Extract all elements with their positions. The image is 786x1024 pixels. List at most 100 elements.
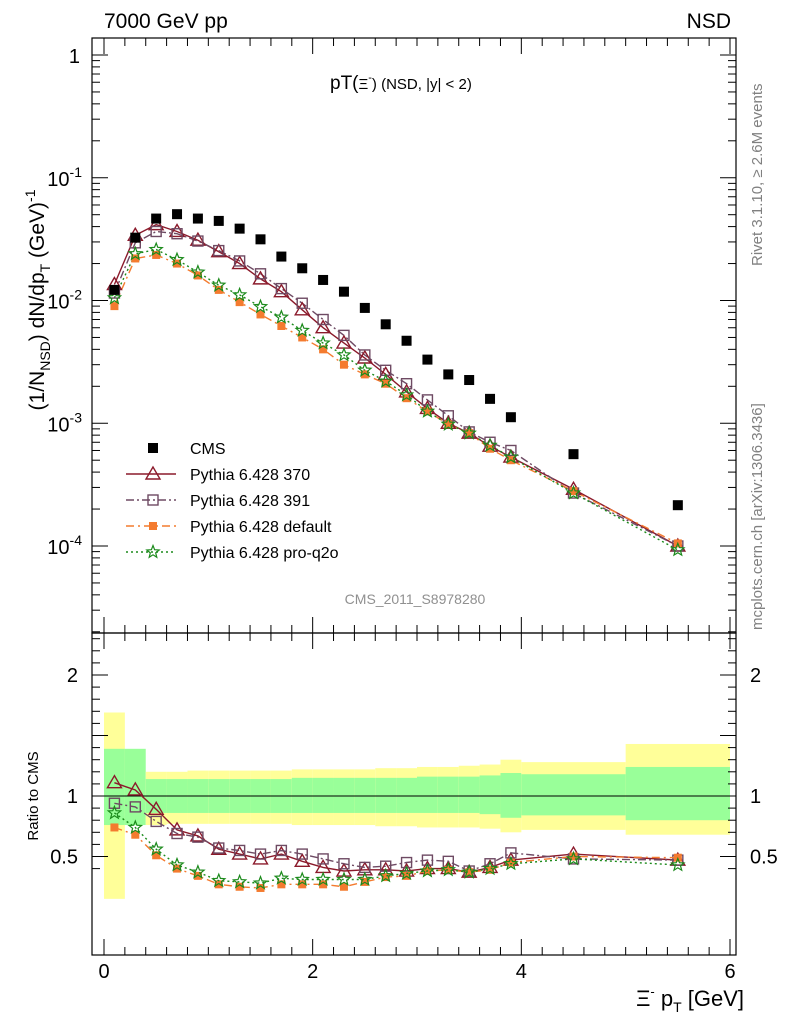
- svg-text:(1/NNSD) dN/dpT (GeV)-1: (1/NNSD) dN/dpT (GeV)-1: [22, 189, 53, 410]
- band-inner: [354, 777, 376, 813]
- ratio-point-pdefault: [131, 830, 140, 839]
- data-point-cms: [443, 369, 454, 380]
- legend-label: Pythia 6.428 370: [190, 467, 310, 484]
- header-right: NSD: [687, 10, 731, 33]
- data-point-p391: [317, 313, 329, 326]
- ratio-point-pq2o: [106, 804, 123, 820]
- ratio-point-p391: [254, 848, 267, 860]
- ratio-point-pdefault: [569, 852, 578, 861]
- ratio-point-p370: [231, 845, 248, 860]
- ratio-y-tick-label: 1: [750, 786, 761, 808]
- main-y-axis-title: (1/NNSD) dN/dpT (GeV)-1: [22, 189, 53, 410]
- data-point-pq2o: [315, 334, 331, 350]
- ratio-uncertainty-bands: [104, 712, 730, 899]
- data-point-pdefault: [214, 285, 223, 294]
- main-panel-series: [106, 209, 687, 557]
- rivet-version-label: Rivet 3.1.10, ≥ 2.6M events: [749, 84, 766, 267]
- data-point-p370: [231, 255, 248, 270]
- data-point-cms: [338, 286, 349, 297]
- ratio-point-pdefault: [235, 882, 244, 891]
- data-point-pq2o: [565, 484, 582, 500]
- band-inner: [396, 777, 417, 813]
- ratio-point-pq2o: [461, 864, 477, 879]
- data-point-cms: [130, 232, 141, 243]
- data-point-pdefault: [298, 333, 307, 342]
- data-point-p391: [505, 444, 517, 457]
- band-inner: [458, 776, 480, 813]
- legend-label: Pythia 6.428 pro-q2o: [190, 545, 339, 562]
- data-point-pdefault: [173, 259, 182, 268]
- data-point-pdefault: [110, 302, 119, 311]
- band-inner: [500, 773, 522, 818]
- data-point-cms: [672, 500, 683, 511]
- ratio-point-pq2o: [211, 872, 227, 888]
- ratio-point-pq2o: [482, 860, 498, 876]
- ratio-point-p370: [252, 850, 269, 865]
- data-point-cms: [464, 375, 475, 386]
- legend-entry-p391: Pythia 6.428 391: [126, 493, 310, 510]
- ratio-point-p391: [275, 844, 288, 857]
- ratio-point-pq2o: [231, 873, 248, 889]
- ratio-point-pdefault: [465, 868, 474, 877]
- ratio-point-pq2o: [169, 856, 185, 872]
- data-point-pq2o: [419, 403, 436, 418]
- ratio-point-p391: [380, 860, 392, 872]
- data-point-cms: [380, 319, 391, 330]
- data-point-pq2o: [190, 264, 206, 279]
- ratio-panel-series: [106, 774, 687, 892]
- analysis-id-label: CMS_2011_S8978280: [345, 591, 486, 607]
- data-point-p370: [273, 283, 290, 298]
- ratio-point-p370: [106, 774, 123, 789]
- ratio-point-pdefault: [193, 871, 202, 880]
- ratio-point-p370: [127, 781, 144, 796]
- legend-marker: [148, 443, 158, 453]
- data-point-pdefault: [152, 250, 161, 259]
- x-tick-label: 4: [516, 961, 527, 983]
- ratio-point-pq2o: [398, 865, 415, 881]
- data-point-cms: [172, 209, 183, 220]
- y-tick-label: 10-4: [47, 532, 82, 559]
- data-point-pq2o: [398, 386, 415, 402]
- data-point-cms: [505, 412, 516, 423]
- x-tick-label: 0: [98, 961, 109, 983]
- ratio-point-p370: [273, 845, 290, 860]
- ratio-point-p370: [294, 852, 311, 868]
- data-point-pdefault: [339, 360, 348, 369]
- band-inner: [375, 777, 397, 813]
- band-inner: [333, 777, 355, 813]
- ratio-line-pq2o: [113, 812, 678, 884]
- band-inner: [437, 776, 459, 813]
- ratio-y-tick-label: 0.5: [750, 847, 778, 869]
- data-point-pq2o: [336, 346, 352, 362]
- data-point-p391: [254, 268, 267, 280]
- data-point-pq2o: [482, 437, 498, 453]
- ratio-point-pdefault: [486, 865, 495, 874]
- data-point-cms: [318, 274, 329, 285]
- axis-ticks: 10-4 10-3 10-2 10-1 1 0.5 0.5 1 1 2 2 0 2 4 6: [47, 38, 778, 983]
- data-point-p370: [252, 270, 269, 285]
- data-point-pq2o: [127, 245, 144, 261]
- ratio-point-pq2o: [190, 863, 206, 879]
- legend-label: CMS: [190, 441, 226, 458]
- data-point-pq2o: [211, 277, 227, 292]
- ratio-line-p370: [114, 782, 678, 873]
- ratio-point-pq2o: [336, 871, 352, 887]
- data-point-pq2o: [670, 541, 686, 557]
- ratio-point-pdefault: [152, 851, 161, 860]
- ratio-point-pdefault: [214, 880, 223, 889]
- data-point-p391: [338, 329, 350, 342]
- x-tick-label: 6: [724, 961, 735, 983]
- data-point-p370: [147, 216, 165, 231]
- plot-title: pT(Ξ-) (NSD, |y| < 2): [330, 72, 472, 94]
- ratio-point-pdefault: [319, 880, 328, 889]
- data-point-p370: [189, 231, 207, 246]
- data-point-pq2o: [377, 372, 394, 388]
- data-point-pdefault: [423, 407, 432, 416]
- ratio-y-tick-label: 2: [750, 665, 761, 687]
- data-point-cms: [276, 251, 287, 262]
- ratio-point-pdefault: [381, 873, 390, 882]
- legend-entry-cms: CMS: [148, 441, 226, 458]
- ratio-point-pq2o: [670, 856, 686, 872]
- ratio-point-pq2o: [440, 861, 457, 877]
